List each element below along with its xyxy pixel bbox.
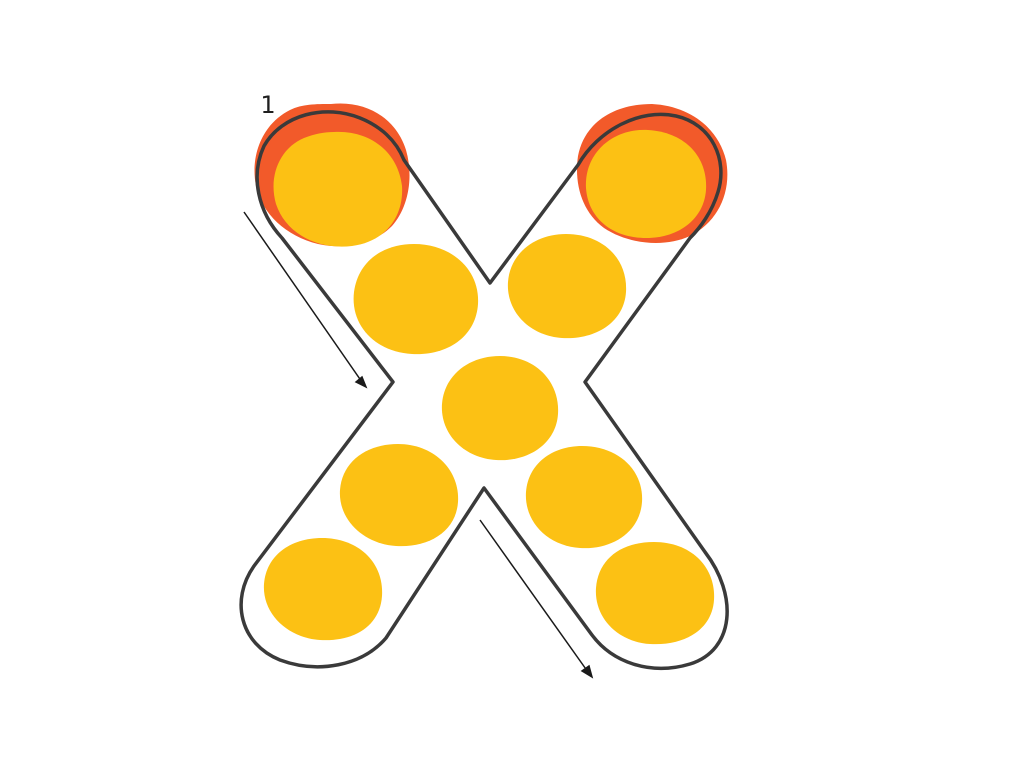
letter-x-outline bbox=[239, 110, 729, 671]
dot-7-lower-right bbox=[525, 446, 643, 549]
start-number-label: 1 bbox=[260, 91, 275, 119]
direction-arrows bbox=[243, 211, 594, 679]
dot-9-bottom-right bbox=[595, 542, 715, 645]
arrow-stroke-2-head bbox=[580, 664, 594, 679]
arrow-stroke-1-head bbox=[354, 375, 368, 389]
arrow-stroke-1-line bbox=[243, 211, 363, 383]
dot-6-lower-left bbox=[339, 444, 459, 547]
dot-8-bottom-left bbox=[263, 538, 383, 641]
arrow-stroke-2-line bbox=[479, 519, 589, 673]
dot-2-start-right bbox=[585, 129, 707, 238]
tracing-dots bbox=[263, 129, 715, 645]
dot-3-upper-left bbox=[353, 244, 479, 355]
dot-5-center bbox=[441, 356, 559, 461]
dot-1-start-left bbox=[273, 131, 403, 247]
dot-4-upper-right bbox=[507, 234, 627, 339]
